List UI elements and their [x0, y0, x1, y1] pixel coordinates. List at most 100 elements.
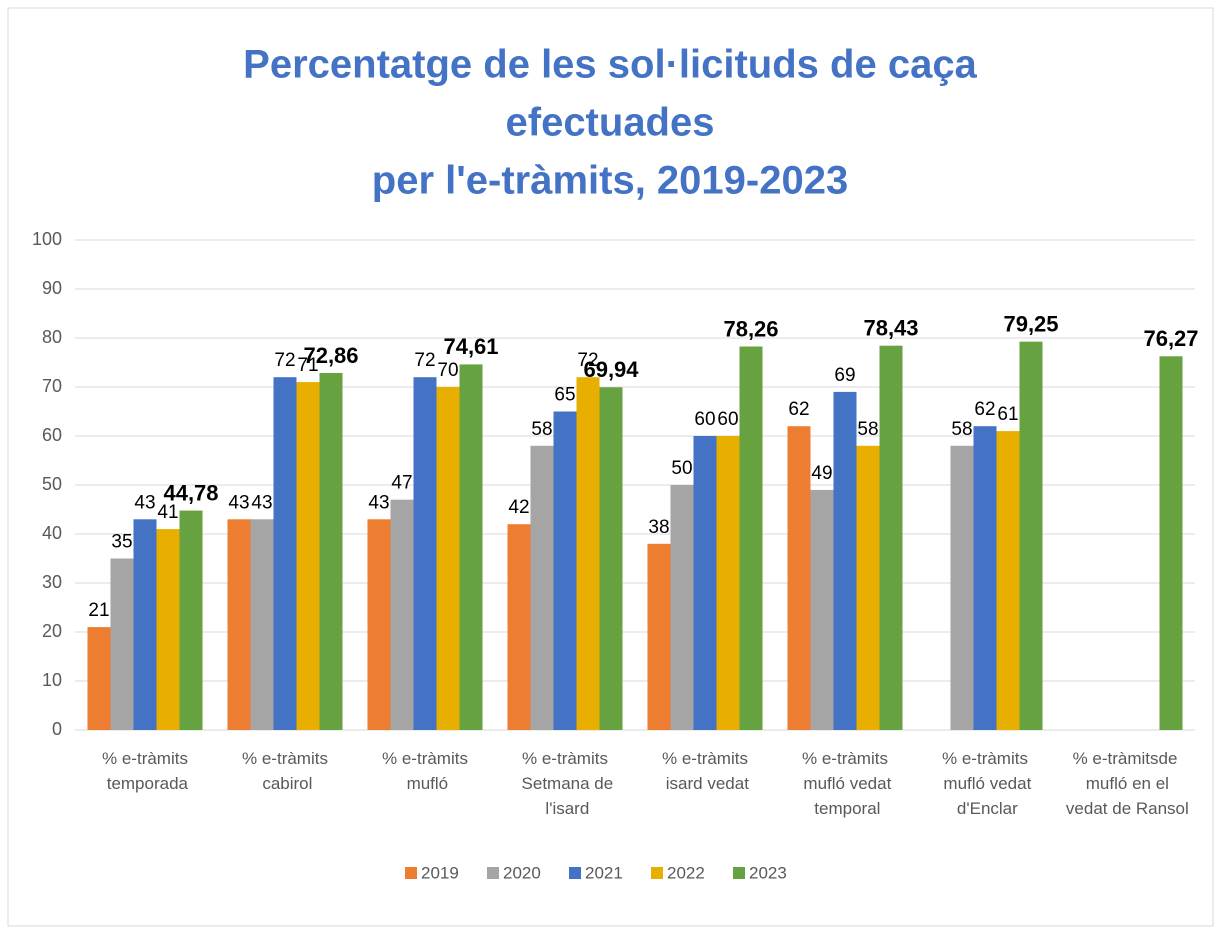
- bar: [296, 382, 320, 730]
- bar: [576, 377, 600, 730]
- data-label: 58: [857, 419, 878, 440]
- legend-swatch: [405, 867, 417, 879]
- data-label: 43: [368, 492, 389, 513]
- x-tick-label: % e-tràmitsde mufló en el vedat de Ranso…: [1061, 749, 1189, 818]
- x-tick-label: % e-tràmits temporada: [102, 749, 189, 793]
- bar: [156, 529, 180, 730]
- data-label: 58: [531, 419, 552, 440]
- bar: [133, 519, 157, 730]
- x-tick-label: % e-tràmits mufló vedat d'Enclar: [939, 749, 1032, 818]
- data-label: 78,26: [723, 316, 778, 341]
- bar: [693, 436, 717, 730]
- bar: [553, 411, 577, 730]
- bar: [1019, 341, 1043, 730]
- data-label: 50: [671, 458, 692, 479]
- bar: [739, 346, 763, 730]
- bar: [110, 558, 134, 730]
- x-tick-label: % e-tràmits mufló vedat temporal: [799, 749, 892, 818]
- data-label: 44,78: [163, 480, 218, 505]
- x-tick-label: % e-tràmits isard vedat: [661, 749, 749, 793]
- data-label: 47: [391, 473, 412, 494]
- data-label: 70: [437, 360, 458, 381]
- legend-label: 2019: [421, 863, 459, 882]
- x-tick-label: % e-tràmits Setmana de l'isard: [517, 749, 613, 818]
- y-tick-label: 30: [42, 572, 62, 592]
- bar: [833, 391, 857, 730]
- y-tick-label: 60: [42, 425, 62, 445]
- bar: [973, 426, 997, 730]
- data-label: 49: [811, 463, 832, 484]
- data-label: 21: [88, 600, 109, 621]
- data-label: 78,43: [863, 316, 918, 341]
- data-label: 35: [111, 532, 132, 553]
- data-label: 58: [951, 419, 972, 440]
- chart-title: Percentatge de les sol·licituds de caça: [243, 43, 977, 87]
- data-label: 69: [834, 365, 855, 386]
- bar: [367, 519, 391, 730]
- legend-swatch: [651, 867, 663, 879]
- data-label: 69,94: [583, 357, 639, 382]
- bar: [787, 426, 811, 730]
- legend-swatch: [569, 867, 581, 879]
- y-tick-label: 20: [42, 621, 62, 641]
- bar: [810, 489, 834, 730]
- data-label: 42: [508, 497, 529, 518]
- data-label: 72: [414, 350, 435, 371]
- data-label: 60: [717, 409, 738, 430]
- data-label: 41: [157, 502, 178, 523]
- bar: [530, 445, 554, 730]
- y-tick-label: 40: [42, 523, 62, 543]
- bar: [856, 445, 880, 730]
- bar: [1159, 356, 1183, 730]
- data-label: 62: [788, 399, 809, 420]
- y-tick-label: 90: [42, 278, 62, 298]
- bar: [507, 524, 531, 730]
- data-label: 72,86: [303, 343, 358, 368]
- data-label: 65: [554, 385, 575, 406]
- data-label: 43: [228, 492, 249, 513]
- data-label: 76,27: [1143, 326, 1198, 351]
- legend-label: 2020: [503, 863, 541, 882]
- y-tick-label: 0: [52, 719, 62, 739]
- data-label: 60: [694, 409, 715, 430]
- data-label: 72: [577, 350, 598, 371]
- data-label: 62: [974, 399, 995, 420]
- legend-swatch: [487, 867, 499, 879]
- data-label: 43: [251, 492, 272, 513]
- bar: [879, 345, 903, 730]
- bar: [227, 519, 251, 730]
- bar: [250, 519, 274, 730]
- bar: [413, 377, 437, 730]
- y-tick-label: 100: [32, 229, 62, 249]
- bar: [950, 445, 974, 730]
- data-label: 38: [648, 517, 669, 538]
- y-tick-label: 80: [42, 327, 62, 347]
- y-tick-label: 50: [42, 474, 62, 494]
- data-label: 74,61: [443, 334, 498, 359]
- legend-label: 2021: [585, 863, 623, 882]
- x-tick-label: % e-tràmits cabirol: [242, 749, 328, 793]
- bar: [87, 627, 111, 730]
- bar: [436, 387, 460, 730]
- legend-label: 2023: [749, 863, 787, 882]
- y-tick-label: 10: [42, 670, 62, 690]
- y-tick-label: 70: [42, 376, 62, 396]
- bar: [459, 364, 483, 730]
- bar: [670, 485, 694, 730]
- bar: [996, 431, 1020, 730]
- chart-title: per l'e-tràmits, 2019-2023: [372, 159, 848, 203]
- data-label: 79,25: [1003, 311, 1058, 336]
- chart-title: efectuades: [506, 101, 715, 145]
- data-label: 71: [297, 355, 318, 376]
- bar: [179, 510, 203, 730]
- bar: [390, 499, 414, 730]
- legend-label: 2022: [667, 863, 705, 882]
- data-label: 43: [134, 492, 155, 513]
- bar: [273, 377, 297, 730]
- data-label: 72: [274, 350, 295, 371]
- bar: [599, 387, 623, 730]
- data-label: 61: [997, 404, 1018, 425]
- legend-swatch: [733, 867, 745, 879]
- bar: [319, 372, 343, 730]
